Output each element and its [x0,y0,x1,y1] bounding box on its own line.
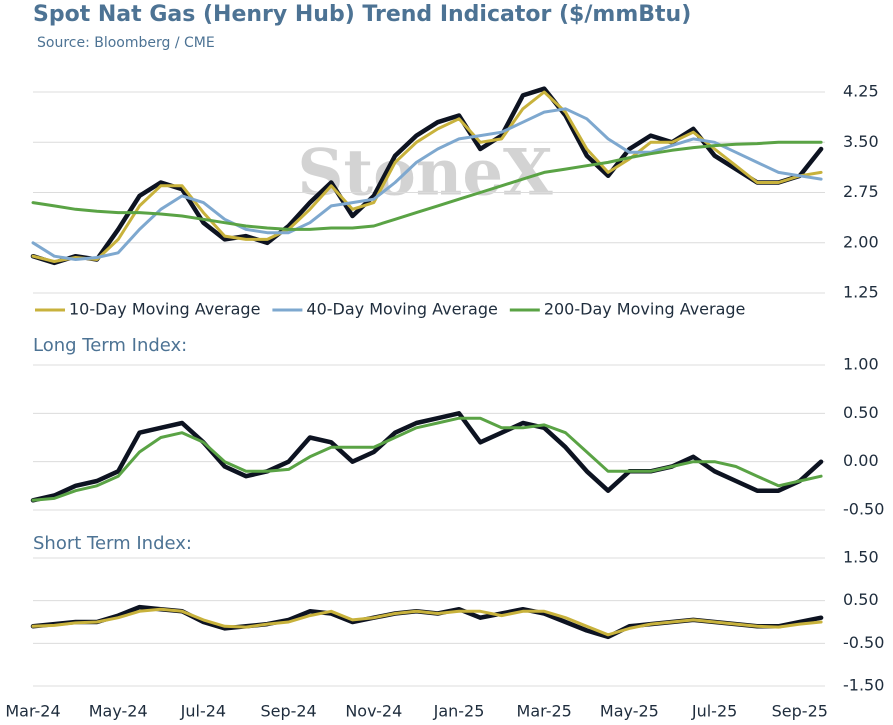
panel-title: Long Term Index: [33,335,187,356]
series-line [30,86,824,266]
series-line [31,107,823,261]
x-tick-label: May-24 [89,702,148,721]
series-line [31,607,823,637]
chart-title: Spot Nat Gas (Henry Hub) Trend Indicator… [33,2,691,27]
y-tick-label: 3.50 [843,132,879,151]
x-tick-label: Jul-25 [691,702,737,721]
x-tick-label: Sep-25 [772,702,828,721]
y-tick-label: 0.50 [843,590,879,609]
x-tick-label: Jul-24 [180,702,226,721]
x-tick-label: Nov-24 [345,702,402,721]
x-tick-label: Sep-24 [260,702,316,721]
watermark: StoneX [297,136,553,211]
series-line [30,411,824,503]
legend-label: 200-Day Moving Average [544,300,746,319]
x-tick-label: Mar-25 [517,702,572,721]
panel-title: Short Term Index: [33,533,192,554]
y-tick-label: 0.00 [843,451,879,470]
y-tick-label: 2.75 [843,182,879,201]
source: Source: Bloomberg / CME [37,35,215,51]
y-tick-label: 1.50 [843,548,879,567]
y-tick-label: 0.50 [843,403,879,422]
y-tick-label: -0.50 [843,500,884,519]
y-tick-label: 4.25 [843,82,879,101]
x-tick-label: Mar-24 [5,702,60,721]
x-tick-label: Jan-25 [433,702,485,721]
series-line [31,140,823,231]
y-tick-label: 1.00 [843,355,879,374]
y-tick-label: 1.25 [843,283,879,302]
series-line [31,416,823,502]
series-line [31,90,823,263]
y-tick-label: -0.50 [843,633,884,652]
legend-label: 40-Day Moving Average [306,300,497,319]
y-tick-label: -1.50 [843,676,884,695]
legend-label: 10-Day Moving Average [69,300,260,319]
x-tick-label: May-25 [600,702,659,721]
y-tick-label: 2.00 [843,232,879,251]
